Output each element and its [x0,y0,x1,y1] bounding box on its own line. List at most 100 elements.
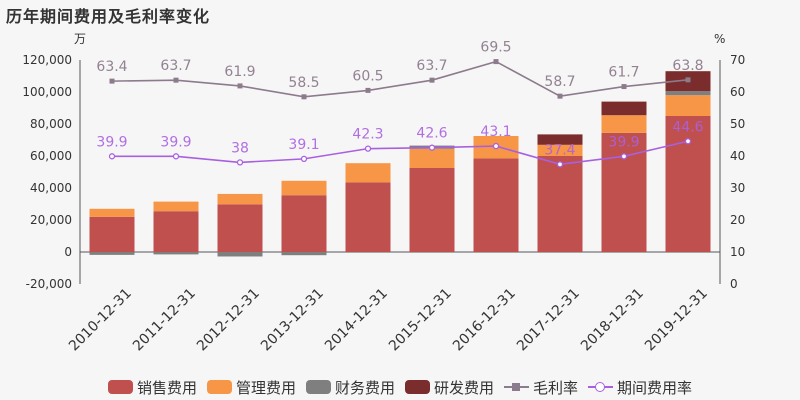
data-label-1: 60.5 [352,68,383,84]
x-tick-label: 2019-12-31 [642,286,711,355]
y-left-tick-label: 0 [64,245,72,259]
legend-item-gross-margin[interactable]: 毛利率 [504,377,578,398]
legend-item-rnd[interactable]: 研发费用 [405,377,494,398]
line-point-1 [429,77,435,83]
bar-segment-2 [537,144,583,156]
y-left-unit: 万 [74,32,86,46]
line-point-1 [173,77,179,83]
bar-segment-1 [473,158,519,252]
bar-segment-1 [665,116,711,252]
legend-swatch-rnd [405,380,430,394]
bar-segment-1 [281,195,327,252]
data-label-1: 69.5 [480,40,511,56]
legend-swatch-admin [206,380,232,394]
bar-segment-3 [153,252,199,255]
data-label-2: 39.9 [96,134,127,150]
x-tick-label: 2011-12-31 [130,286,199,355]
line-point-2 [172,153,180,160]
legend-swatch-sales [107,380,133,394]
bar-segment-2 [665,95,711,116]
legend-item-sales[interactable]: 销售费用 [107,377,197,398]
legend-item-finance[interactable]: 财务费用 [305,377,395,398]
line-point-2 [492,142,500,150]
y-right-tick-label: 0 [730,277,738,291]
y-left-tick-label: 120,000 [22,53,72,67]
y-left-tick-label: 20,000 [30,213,72,227]
x-tick-label: 2013-12-31 [258,286,327,355]
line-point-1 [365,87,371,93]
line-point-2 [300,155,308,163]
data-label-2: 44.6 [672,119,703,135]
line-point-2 [428,144,436,151]
x-tick-label: 2014-12-31 [322,286,391,355]
line-point-2 [364,145,372,152]
x-tick-label: 2015-12-31 [386,286,455,355]
bar-segment-3 [281,252,327,256]
data-label-1: 58.5 [288,75,319,91]
bar-segment-1 [345,182,391,252]
line-point-2 [556,161,564,168]
bar-segment-3 [217,252,263,257]
data-label-1: 63.7 [160,58,191,74]
y-left-tick-label: 80,000 [30,117,72,131]
bar-segment-4 [601,101,647,116]
bar-segment-1 [89,216,135,252]
x-tick-label: 2010-12-31 [66,286,135,355]
line-point-2 [684,138,692,145]
data-label-2: 39.9 [160,134,191,150]
x-tick-label: 2016-12-31 [450,286,519,355]
legend-item-admin[interactable]: 管理费用 [206,377,296,398]
legend-label-expense-rate: 期间费用率 [617,378,693,397]
data-label-2: 39.9 [608,134,639,150]
legend-marker-gross-margin [504,380,530,394]
y-left-tick-label: 40,000 [30,181,72,195]
data-label-2: 42.3 [352,127,383,143]
legend-swatch-finance [305,380,331,394]
bar-segment-1 [153,211,199,252]
line-point-1 [237,83,243,89]
bar-segment-2 [281,180,327,196]
legend-label-gross-margin: 毛利率 [533,378,579,397]
data-label-1: 61.9 [224,64,255,80]
line-point-1 [621,84,627,90]
chart-canvas: 万 % -20,000 0 20,000 40,000 60,000 80,000 100,00… [22,32,745,355]
data-label-2: 37.4 [544,142,575,158]
bar-segment-2 [601,115,647,133]
legend-marker-expense-rate [588,380,614,394]
bar-segment-1 [537,156,583,252]
legend-label-admin: 管理费用 [235,378,296,397]
x-tick-label: 2018-12-31 [578,286,647,355]
bar-segment-2 [217,193,263,205]
chart-title: 历年期间费用及毛利率变化 [6,7,211,26]
bar-segment-1 [217,204,263,252]
data-label-2: 38 [231,140,249,156]
bar-segment-3 [665,91,711,96]
data-label-1: 58.7 [544,74,575,90]
y-left-tick-label: 60,000 [30,149,72,163]
y-right-tick-label: 10 [730,245,745,259]
y-right-tick-label: 50 [730,117,745,131]
bar-segment-1 [409,168,455,252]
bar-segment-2 [89,208,135,217]
data-label-1: 61.7 [608,65,639,81]
data-label-1: 63.8 [672,58,703,74]
data-label-1: 63.7 [416,58,447,74]
line-point-2 [236,159,244,166]
bar-segment-4 [537,134,583,145]
x-tick-label: 2012-12-31 [194,286,263,355]
line-series-2 [112,140,689,166]
y-right-tick-label: 40 [730,149,745,163]
data-label-2: 43.1 [480,124,511,140]
legend-item-expense-rate[interactable]: 期间费用率 [588,377,692,398]
y-right-unit: % [714,32,725,46]
y-left-tick-label: 100,000 [22,85,72,99]
y-right-tick-label: 70 [730,53,745,67]
bar-segment-2 [409,148,455,168]
y-left-tick-label: -20,000 [26,277,72,291]
y-right-tick-label: 60 [730,85,745,99]
x-tick-label: 2017-12-31 [514,286,583,355]
bar-segment-1 [601,132,647,252]
data-label-2: 39.1 [288,137,319,153]
y-right-tick-label: 20 [730,213,745,227]
bar-segment-2 [153,201,199,212]
